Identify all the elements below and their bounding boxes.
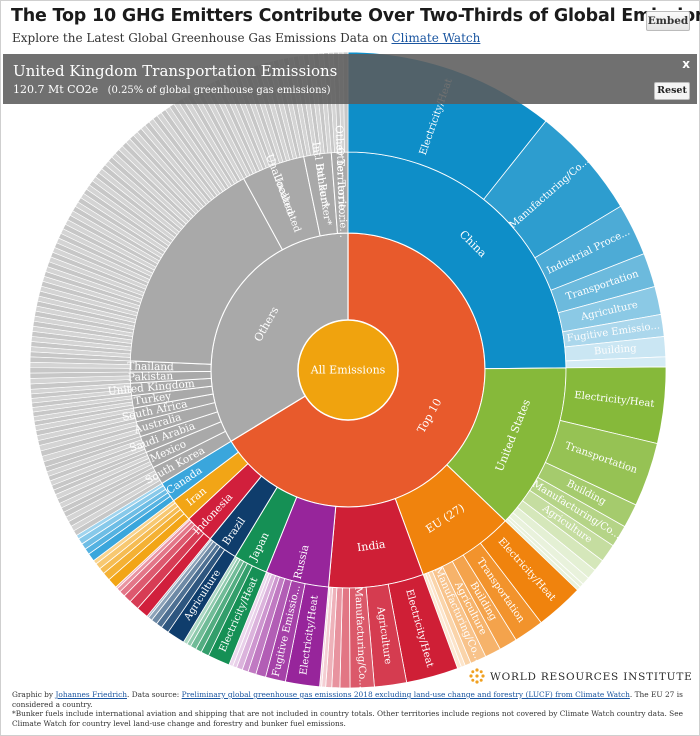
source-link[interactable]: Preliminary global greenhouse gas emissi…	[181, 690, 630, 699]
hover-tooltip: United Kingdom Transportation Emissions …	[3, 54, 697, 104]
country-label-pakistan: Pakistan	[128, 370, 174, 384]
sector-label-india-2: Manufacturing/Co...	[352, 587, 368, 689]
page-subtitle: Explore the Latest Global Greenhouse Gas…	[12, 31, 480, 45]
author-link[interactable]: Johannes Friedrich	[55, 690, 127, 699]
root-circle[interactable]	[297, 319, 399, 421]
climate-watch-link[interactable]: Climate Watch	[391, 31, 481, 45]
close-icon[interactable]: x	[682, 57, 690, 71]
credit-prefix: Graphic by	[12, 690, 54, 699]
tooltip-title: United Kingdom Transportation Emissions	[13, 62, 338, 80]
tooltip-value: 120.7 Mt CO2e	[13, 83, 99, 96]
page-title: The Top 10 GHG Emitters Contribute Over …	[11, 6, 700, 26]
source-prefix: . Data source:	[127, 690, 180, 699]
subtitle-text: Explore the Latest Global Greenhouse Gas…	[12, 31, 388, 45]
sector-label-china-6: Building	[594, 343, 638, 357]
footnote: *Bunker fuels include international avia…	[12, 709, 683, 728]
country-label-india: India	[356, 538, 386, 555]
tooltip-value-row: 120.7 Mt CO2e (0.25% of global greenhous…	[13, 83, 331, 96]
country-label-thailand: Thailand	[127, 360, 174, 373]
source-suffix: . The EU 27 is considered a country.	[12, 690, 683, 709]
wri-brand: WORLD RESOURCES INSTITUTE	[490, 671, 693, 683]
embed-button[interactable]: Embed	[646, 11, 690, 31]
root-label: All Emissions	[310, 364, 386, 377]
footer-notes: Graphic by Johannes Friedrich. Data sour…	[12, 690, 692, 728]
tooltip-share: (0.25% of global greenhouse gas emission…	[107, 85, 331, 96]
wri-logo-icon	[469, 668, 485, 684]
country-label-other-territorie: Other Territorie...	[334, 147, 348, 238]
country-label-turkey: Turkey	[133, 390, 172, 407]
country-label-other-territorie: Other Territorie...	[333, 125, 349, 220]
reset-button[interactable]: Reset	[654, 82, 690, 100]
